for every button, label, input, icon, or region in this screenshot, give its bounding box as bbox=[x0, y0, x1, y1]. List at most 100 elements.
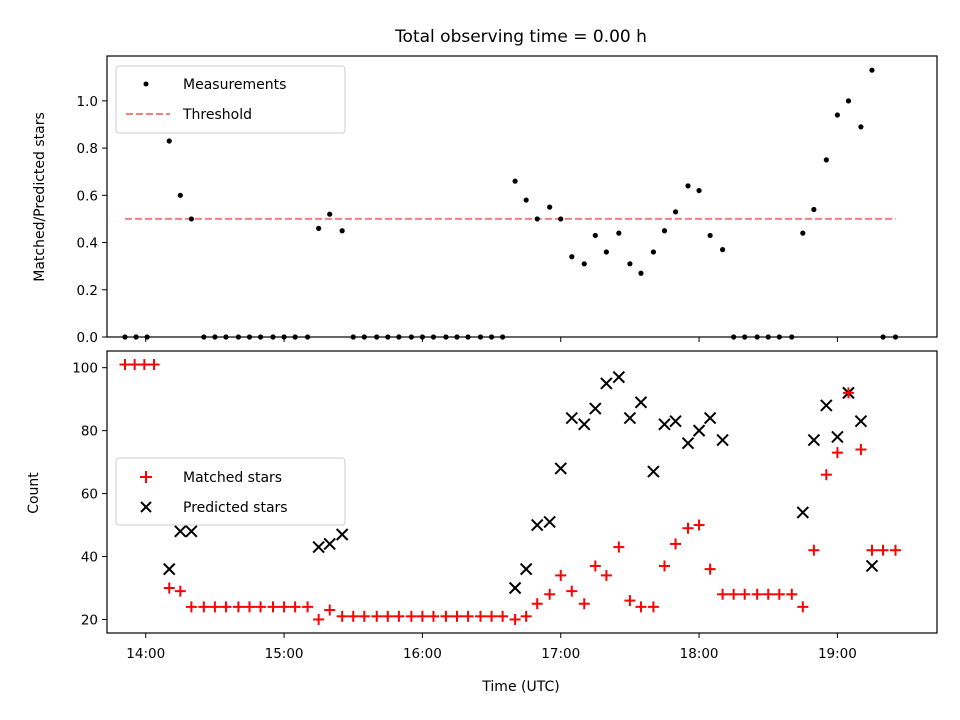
matched-star-point bbox=[728, 588, 740, 600]
matched-star-point bbox=[347, 610, 359, 622]
matched-star-point bbox=[382, 610, 394, 622]
matched-star-point bbox=[566, 585, 578, 597]
predicted-star-point bbox=[831, 430, 844, 444]
matched-star-point bbox=[797, 601, 809, 613]
measurement-point bbox=[672, 209, 679, 215]
matched-star-point bbox=[393, 610, 405, 622]
predicted-star-point bbox=[335, 528, 349, 541]
measurement-point bbox=[166, 138, 172, 144]
predicted-star-point bbox=[185, 525, 198, 538]
legend-predicted-label: Predicted stars bbox=[183, 500, 288, 516]
predicted-star-point bbox=[716, 433, 729, 447]
matched-star-point bbox=[820, 469, 832, 481]
matched-star-point bbox=[278, 601, 290, 613]
measurement-point bbox=[696, 187, 702, 194]
matched-star-point bbox=[451, 610, 463, 622]
legend-matched-label: Matched stars bbox=[183, 470, 282, 486]
measurement-point bbox=[512, 178, 518, 184]
measurement-point bbox=[685, 183, 691, 189]
matched-star-point bbox=[129, 359, 141, 371]
y-tick-label: 20 bbox=[81, 612, 98, 628]
y-tick-label: 40 bbox=[81, 550, 98, 566]
matched-star-point bbox=[647, 601, 659, 613]
measurement-point bbox=[845, 98, 852, 104]
predicted-star-point bbox=[589, 402, 602, 415]
measurement-point bbox=[592, 232, 598, 239]
predicted-star-point bbox=[854, 414, 868, 428]
predicted-star-point bbox=[554, 462, 567, 475]
matched-star-point bbox=[209, 601, 221, 613]
matched-star-point bbox=[220, 601, 232, 613]
matched-star-point bbox=[739, 588, 751, 600]
matched-star-point bbox=[773, 588, 785, 600]
matched-star-point bbox=[658, 560, 670, 572]
matched-star-point bbox=[313, 613, 325, 625]
measurement-point bbox=[800, 230, 806, 236]
matched-star-point bbox=[877, 544, 889, 556]
predicted-star-point bbox=[647, 465, 660, 478]
measurement-point bbox=[523, 197, 529, 203]
matched-star-point bbox=[371, 610, 383, 622]
matched-star-point bbox=[509, 613, 521, 625]
matched-star-point bbox=[578, 598, 590, 610]
measurement-point bbox=[627, 261, 633, 267]
measurement-point bbox=[188, 216, 194, 222]
matched-star-point bbox=[693, 519, 705, 531]
matched-star-point bbox=[635, 601, 647, 613]
x-tick-label: 14:00 bbox=[126, 646, 165, 662]
matched-star-point bbox=[462, 610, 474, 622]
measurement-point bbox=[616, 230, 622, 236]
predicted-star-point bbox=[865, 559, 879, 573]
y-tick-label: 60 bbox=[81, 487, 98, 503]
predicted-star-point bbox=[312, 540, 325, 554]
x-tick-label: 16:00 bbox=[403, 646, 442, 662]
measurement-point bbox=[547, 204, 553, 210]
matched-star-point bbox=[497, 610, 509, 622]
measurement-point bbox=[811, 206, 817, 213]
y-tick-label: 100 bbox=[72, 361, 98, 377]
measurement-point bbox=[650, 249, 657, 255]
matched-star-point bbox=[358, 610, 370, 622]
bottom-axes-frame bbox=[106, 350, 938, 634]
top-x-ticks bbox=[145, 337, 838, 342]
predicted-star-point bbox=[820, 399, 833, 412]
matched-star-point bbox=[174, 585, 186, 597]
matched-star-point bbox=[138, 359, 150, 371]
bottom-legend-box bbox=[115, 457, 346, 526]
predicted-star-point bbox=[565, 411, 579, 425]
predicted-star-point bbox=[543, 515, 556, 529]
matched-star-point bbox=[416, 610, 428, 622]
measurement-point bbox=[339, 228, 345, 234]
top-legend-box bbox=[115, 65, 346, 134]
x-tick-label: 18:00 bbox=[680, 646, 719, 662]
matched-star-point bbox=[808, 544, 820, 556]
matched-star-point bbox=[751, 588, 763, 600]
measurement-point bbox=[661, 228, 668, 234]
matched-star-point bbox=[486, 610, 498, 622]
legend-measurements-dot bbox=[143, 81, 149, 87]
predicted-star-point bbox=[669, 414, 682, 428]
legend-matched-plus bbox=[140, 471, 152, 483]
top-y-axis-label: Matched/Predicted stars bbox=[32, 112, 48, 282]
measurement-point bbox=[707, 232, 713, 239]
predicted-star-point bbox=[681, 437, 695, 450]
matched-star-point bbox=[289, 601, 301, 613]
predicted-star-point bbox=[703, 411, 717, 425]
measurement-point bbox=[638, 270, 644, 276]
predicted-star-point bbox=[163, 562, 176, 576]
bottom-panel: 20 40 60 80 100 14:00 15:00 16:00 17:00 18:00 19:… bbox=[26, 350, 938, 695]
measurement-point bbox=[869, 67, 875, 73]
matched-star-point bbox=[336, 610, 348, 622]
matched-star-point bbox=[232, 601, 244, 613]
measurement-point bbox=[603, 249, 609, 255]
bottom-marks bbox=[119, 359, 901, 625]
legend-measurements-label: Measurements bbox=[183, 77, 286, 93]
matched-star-point bbox=[786, 588, 798, 600]
measurement-point bbox=[823, 157, 829, 163]
predicted-star-point bbox=[174, 525, 187, 538]
matched-star-point bbox=[682, 522, 694, 534]
measurement-point bbox=[834, 112, 841, 118]
matched-star-point bbox=[148, 359, 160, 371]
measurement-point bbox=[327, 211, 333, 217]
top-panel: Total observing time = 0.00 h 0.00.20.40… bbox=[32, 27, 938, 346]
